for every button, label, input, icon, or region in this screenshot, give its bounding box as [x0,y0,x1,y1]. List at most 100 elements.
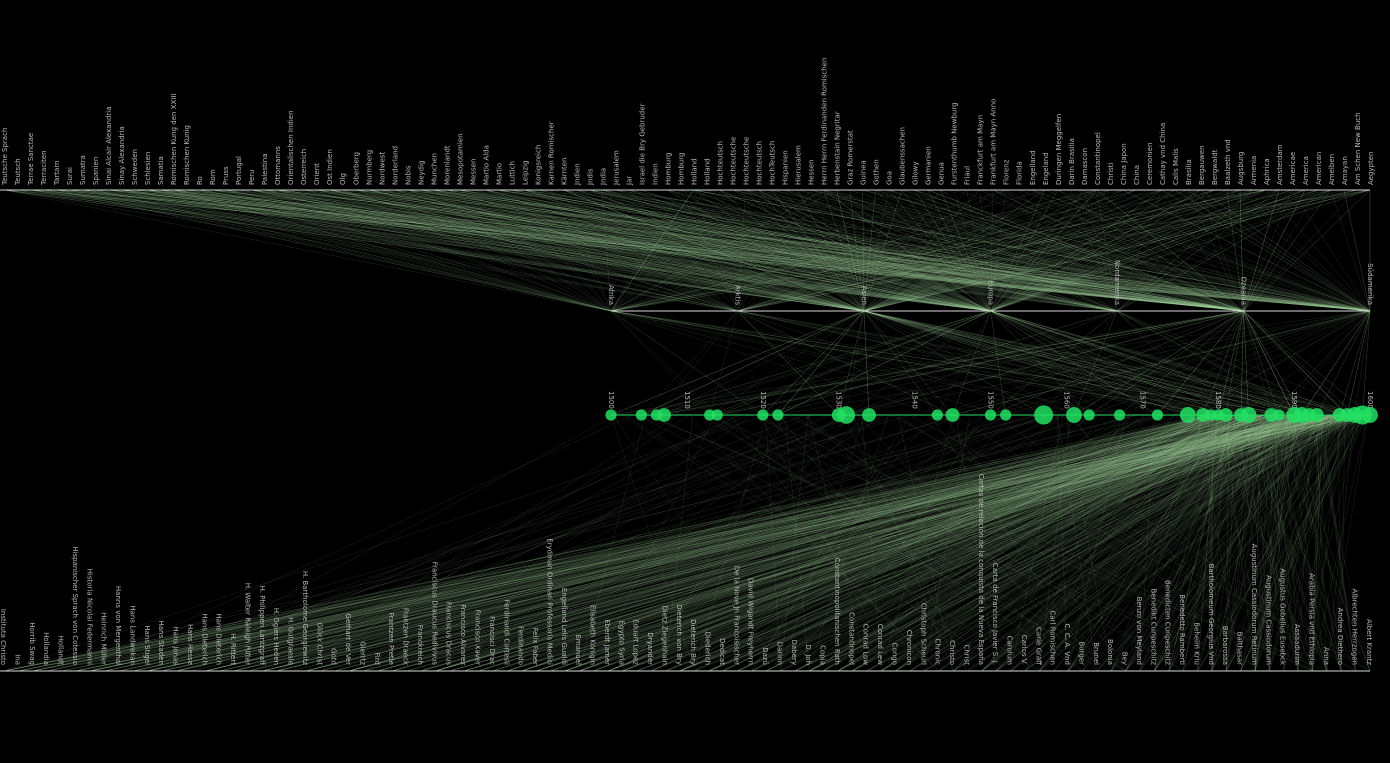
link-year-bottom [866,414,1332,672]
link-year-bottom [1110,414,1304,672]
link-top-continent [485,189,865,312]
year-node[interactable] [1309,408,1324,422]
link-year-bottom [234,414,1218,672]
bottom-label: Benedetto Ramberti [1178,594,1186,665]
year-node[interactable] [945,408,960,422]
link-top-continent [225,189,1371,312]
link-year-bottom [1272,414,1371,672]
year-node[interactable] [931,409,943,421]
link-continent-year [1346,310,1371,416]
link-year-bottom [47,414,1370,672]
link-top-continent [610,189,772,312]
link-year-bottom [895,414,1239,672]
link-top-continent [290,189,1244,312]
top-label: Martio Alda [482,145,490,185]
year-node[interactable] [1240,407,1257,423]
link-year-bottom [622,414,1250,672]
link-year-bottom [1125,414,1204,672]
top-label: Graz Romerstat [847,130,855,185]
link-year-bottom [995,414,1257,672]
link-top-continent [251,189,1118,312]
link-year-bottom [1039,414,1252,672]
link-top-continent [823,189,865,312]
link-top-continent [888,189,991,312]
link-top-continent [524,189,1371,312]
link-top-continent [498,189,991,312]
year-node[interactable] [1000,409,1012,421]
link-continent-year [863,310,1348,416]
link-top-continent [524,189,991,312]
link-year-bottom [90,414,1364,672]
year-node[interactable] [1066,407,1082,423]
link-year-bottom [464,414,1263,672]
link-year-bottom [837,414,1286,672]
year-node[interactable] [757,409,769,421]
link-top-continent [329,189,991,312]
link-continent-year [1116,310,1219,416]
link-year-bottom [1312,414,1323,672]
year-node[interactable] [635,409,647,421]
year-node[interactable] [711,409,723,421]
link-year-bottom [737,414,1341,672]
link-top-continent [693,189,1371,312]
link-year-bottom [722,414,1130,672]
link-top-continent [737,189,1358,312]
link-year-bottom [1111,414,1367,672]
link-top-continent [485,189,991,312]
link-year-bottom [765,414,1256,672]
link-year-bottom [262,414,1240,672]
year-node[interactable] [1034,405,1054,425]
year-node[interactable] [1179,407,1196,423]
link-top-continent [316,189,991,312]
link-top-continent [693,189,865,312]
link-year-bottom [1254,414,1299,672]
year-node[interactable] [605,409,617,421]
link-year-bottom [3,414,1336,672]
link-year-bottom [809,414,1360,672]
link-top-continent [823,189,991,312]
link-year-bottom [1039,414,1300,672]
link-year-bottom [751,414,1230,672]
link-top-continent [745,189,865,312]
bottom-label: Assaadurim [1293,624,1301,665]
bottom-label: Diederich [704,632,712,666]
year-node[interactable] [837,406,856,424]
link-top-continent [953,189,1371,312]
bottom-label: Hans Jonas [172,626,180,665]
link-year-bottom [1168,414,1233,672]
link-top-continent [1018,189,1118,312]
link-year-bottom [1125,414,1369,672]
link-year-bottom [90,414,1214,672]
year-node[interactable] [657,408,672,422]
year-node[interactable] [862,408,876,422]
link-top-continent [108,189,1244,312]
link-top-continent [979,189,991,312]
link-continent-year [1243,310,1249,416]
link-continent-year [863,310,1226,416]
link-top-continent [1239,189,1244,312]
year-node[interactable] [1218,408,1233,422]
link-year-bottom [435,414,1272,672]
link-year-bottom [637,414,1126,672]
link-continent-year [762,310,865,416]
bottom-label: Carta de Francisco Javier S. J. [991,563,999,665]
link-continent-year [952,310,1371,416]
year-node[interactable] [1113,409,1126,421]
link-continent-year [990,310,1295,416]
link-top-continent [277,189,865,312]
bottom-label: Balthasar [1236,632,1244,665]
link-year-bottom [1312,414,1328,672]
link-top-continent [1161,189,1371,312]
year-node[interactable] [1273,409,1285,421]
link-continent-year [656,310,991,416]
year-node[interactable] [1083,409,1095,421]
link-year-bottom [880,414,1357,672]
year-node[interactable] [772,409,784,421]
year-node[interactable] [984,409,997,421]
link-year-bottom [607,414,1206,672]
link-year-bottom [1204,414,1328,672]
link-continent-year [1243,310,1272,416]
link-top-continent [69,189,1244,312]
year-node[interactable] [1362,407,1378,423]
year-node[interactable] [1151,409,1164,421]
